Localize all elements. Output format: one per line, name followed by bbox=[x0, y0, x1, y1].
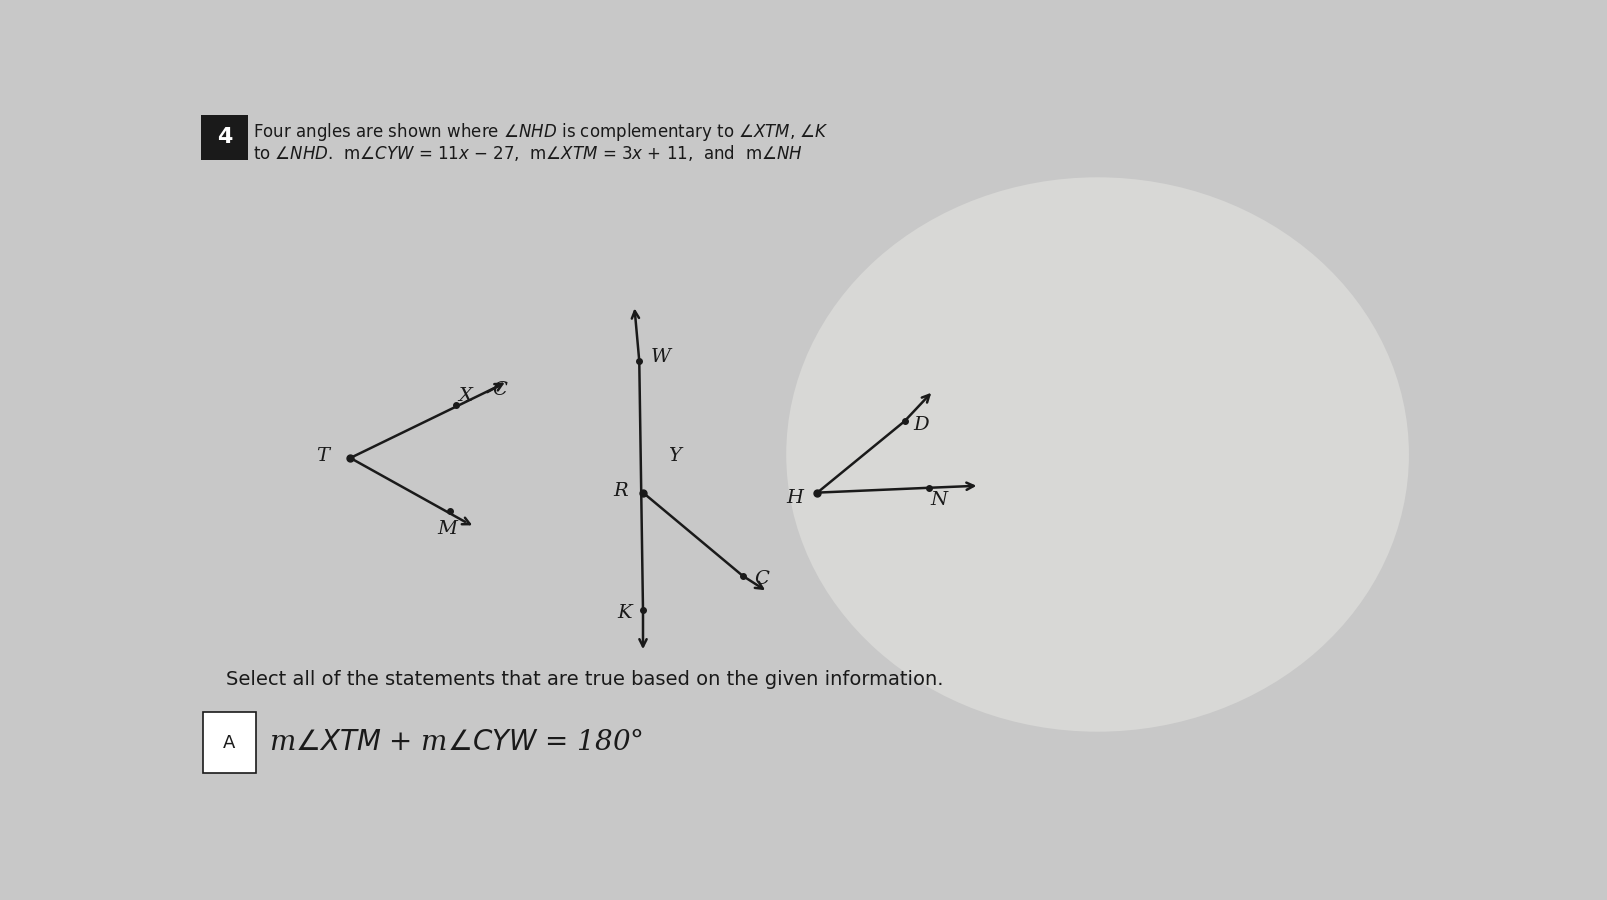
Text: Select all of the statements that are true based on the given information.: Select all of the statements that are tr… bbox=[225, 670, 943, 689]
Text: 4: 4 bbox=[217, 127, 233, 147]
Text: D: D bbox=[913, 416, 929, 434]
Text: M: M bbox=[437, 519, 458, 537]
Text: A: A bbox=[223, 734, 236, 752]
Text: H: H bbox=[786, 490, 804, 508]
Text: R: R bbox=[614, 482, 628, 500]
Text: K: K bbox=[617, 604, 632, 622]
Text: to $\angle NHD$.  m$\angle CYW$ = 11$x$ $-$ 27,  m$\angle XTM$ = 3$x$ + 11,  and: to $\angle NHD$. m$\angle CYW$ = 11$x$ $… bbox=[254, 143, 804, 163]
FancyBboxPatch shape bbox=[201, 115, 247, 160]
FancyBboxPatch shape bbox=[204, 712, 256, 773]
Ellipse shape bbox=[786, 177, 1409, 732]
Text: m$\angle XTM$ + m$\angle CYW$ = 180°: m$\angle XTM$ + m$\angle CYW$ = 180° bbox=[270, 729, 643, 756]
Text: W: W bbox=[651, 348, 670, 366]
Text: X: X bbox=[458, 387, 472, 405]
Text: C: C bbox=[754, 571, 768, 589]
Text: C: C bbox=[492, 381, 508, 399]
Text: Four angles are shown where $\angle NHD$ is complementary to $\angle XTM$, $\ang: Four angles are shown where $\angle NHD$… bbox=[254, 122, 829, 143]
Text: Y: Y bbox=[667, 447, 681, 465]
Text: N: N bbox=[930, 491, 948, 509]
Text: T: T bbox=[317, 447, 329, 465]
